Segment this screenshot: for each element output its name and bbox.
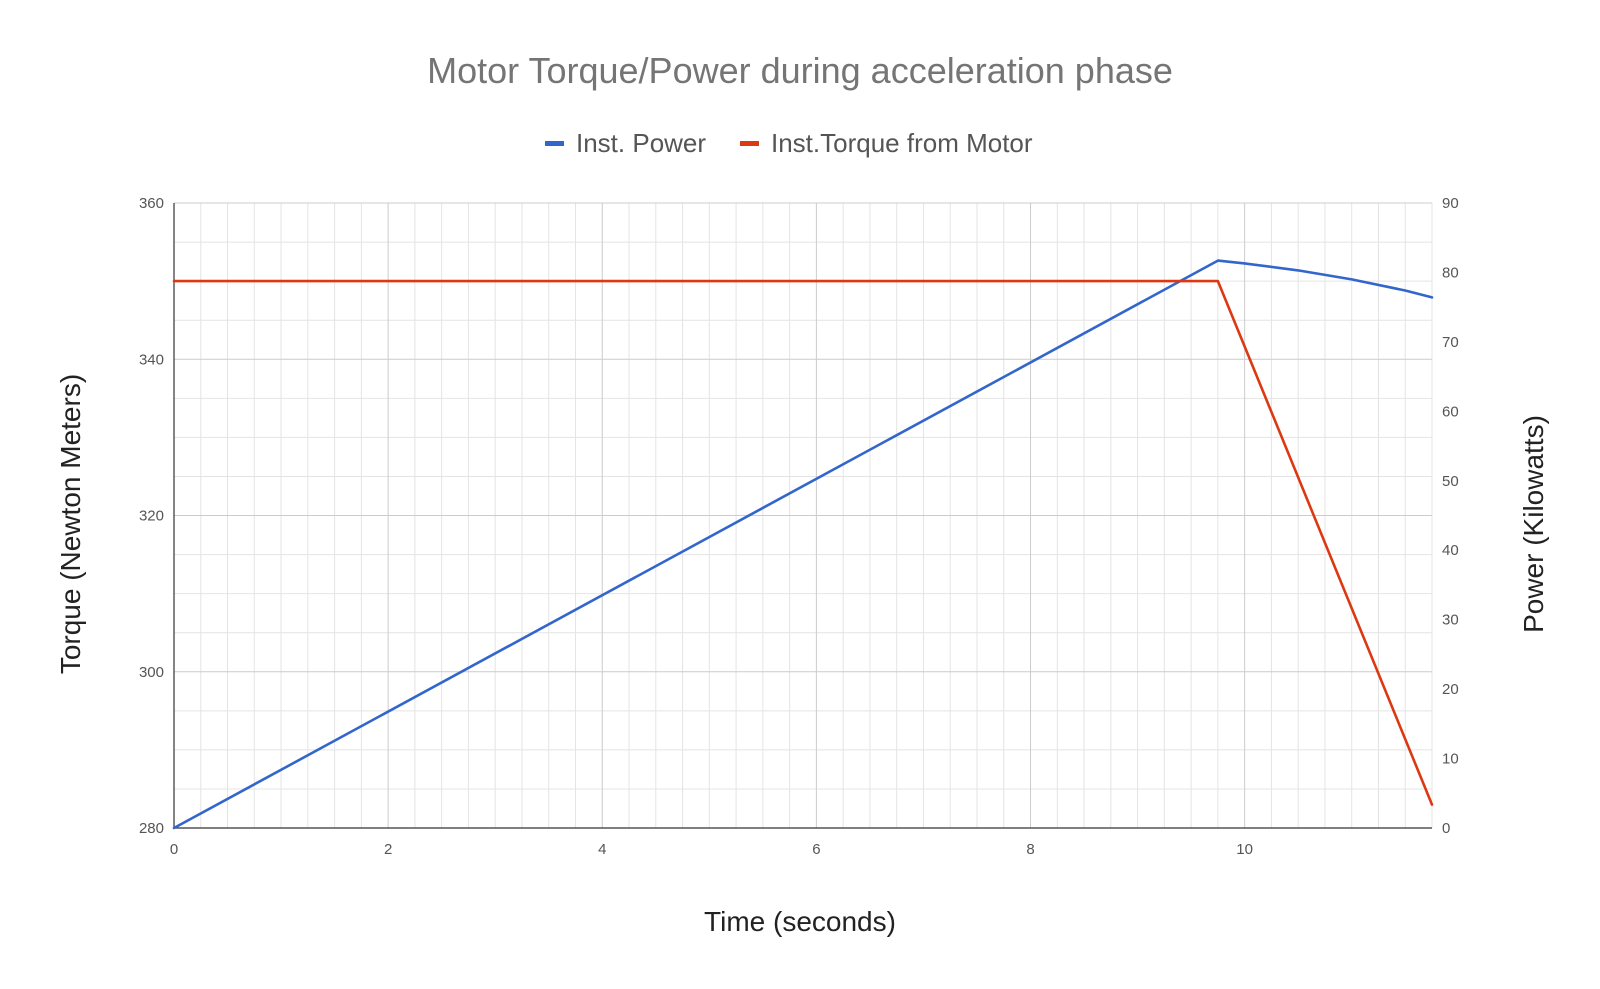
y-right-tick-label: 40 (1442, 542, 1459, 559)
x-tick-label: 10 (1236, 841, 1253, 858)
x-tick-label: 4 (598, 841, 606, 858)
major-gridlines (174, 202, 1432, 829)
y-right-tick-label: 0 (1442, 820, 1450, 837)
x-axis-ticks: 0 2 4 6 8 10 (170, 841, 1253, 858)
x-tick-label: 8 (1026, 841, 1034, 858)
y-right-axis-ticks: 0 10 20 30 40 50 60 70 80 90 (1442, 195, 1459, 837)
series-line-inst-torque-from-motor (172, 279, 1434, 806)
x-tick-label: 6 (812, 841, 820, 858)
chart-title: Motor Torque/Power during acceleration p… (427, 50, 1173, 91)
legend: Inst. Power Inst.Torque from Motor (545, 128, 1033, 158)
y-left-tick-label: 320 (139, 508, 164, 525)
y-right-tick-label: 60 (1442, 403, 1459, 420)
x-tick-label: 2 (384, 841, 392, 858)
legend-label-inst-torque: Inst.Torque from Motor (771, 128, 1033, 158)
y-right-tick-label: 20 (1442, 681, 1459, 698)
series-line-inst-power (172, 259, 1434, 830)
axes (173, 203, 1432, 829)
x-tick-label: 0 (170, 841, 178, 858)
y-left-tick-label: 360 (139, 195, 164, 212)
y-left-tick-label: 300 (139, 664, 164, 681)
y-left-axis-ticks: 280 300 320 340 360 (139, 195, 164, 837)
y-left-axis-title: Torque (Newton Meters) (55, 374, 86, 674)
y-right-tick-label: 80 (1442, 264, 1459, 281)
y-right-tick-label: 90 (1442, 195, 1459, 212)
legend-label-inst-power: Inst. Power (576, 128, 706, 158)
y-right-tick-label: 30 (1442, 612, 1459, 629)
legend-swatch-inst-power (545, 141, 564, 146)
series-lines (172, 259, 1434, 830)
y-left-tick-label: 340 (139, 351, 164, 368)
y-right-tick-label: 50 (1442, 473, 1459, 490)
y-left-tick-label: 280 (139, 820, 164, 837)
x-axis-title: Time (seconds) (704, 906, 896, 937)
y-right-axis-title: Power (Kilowatts) (1518, 415, 1549, 633)
y-right-tick-label: 70 (1442, 334, 1459, 351)
y-right-tick-label: 10 (1442, 751, 1459, 768)
legend-swatch-inst-torque (740, 141, 759, 146)
